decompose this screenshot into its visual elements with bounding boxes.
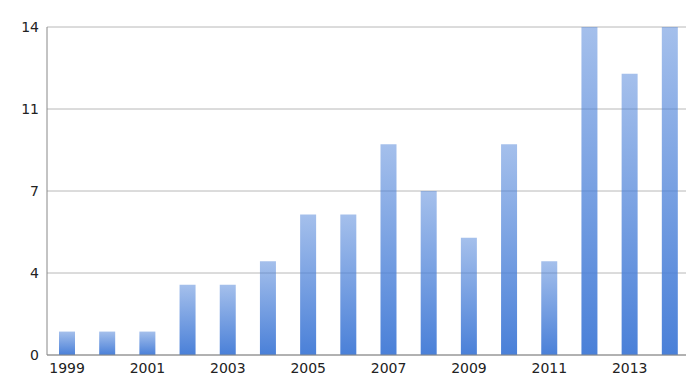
svg-text:2007: 2007 xyxy=(371,360,407,376)
svg-text:2011: 2011 xyxy=(532,360,568,376)
svg-text:2009: 2009 xyxy=(451,360,487,376)
svg-text:0: 0 xyxy=(30,347,39,363)
svg-text:2003: 2003 xyxy=(210,360,246,376)
svg-text:2013: 2013 xyxy=(612,360,648,376)
svg-text:2001: 2001 xyxy=(130,360,166,376)
svg-text:2005: 2005 xyxy=(290,360,326,376)
svg-text:7: 7 xyxy=(30,183,39,199)
svg-text:1999: 1999 xyxy=(49,360,85,376)
svg-text:14: 14 xyxy=(21,19,39,35)
svg-text:11: 11 xyxy=(21,101,39,117)
svg-text:4: 4 xyxy=(30,265,39,281)
